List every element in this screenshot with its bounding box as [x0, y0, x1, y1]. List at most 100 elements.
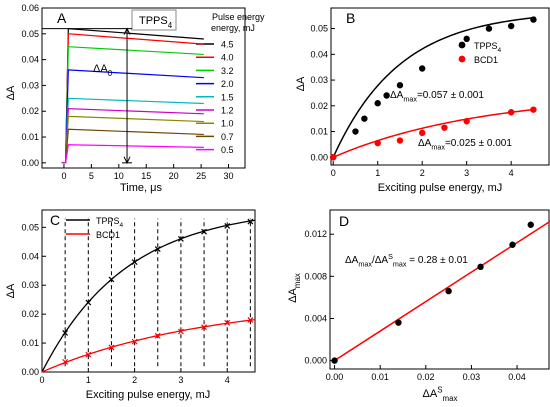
label-part: /ΔA: [372, 255, 388, 266]
b-point-1: [374, 139, 381, 147]
c-y-tick-label: 0.00: [21, 367, 39, 377]
label-part: ΔA: [345, 255, 359, 266]
a-delta-arrow-head-up: [123, 27, 131, 35]
d-point: [509, 241, 516, 248]
a-trace-4.5: [61, 27, 204, 164]
label-part: = 0.28 ± 0.01: [406, 255, 468, 266]
a-x-tick-label: 25: [196, 171, 206, 181]
c-cross-marker-1: [201, 324, 207, 331]
a-y-tick-label: 0.03: [21, 80, 39, 90]
d-y-tick-label: 0.012: [304, 229, 327, 239]
label-part: ΔA: [93, 63, 108, 75]
a-x-tick-label: 15: [141, 171, 151, 181]
a-panel-letter: A: [57, 10, 67, 26]
b-point-1: [419, 129, 426, 137]
b-x-tick-label: 4: [509, 168, 514, 178]
a-x-tick-label: 5: [89, 171, 94, 181]
b-point-1: [396, 137, 404, 144]
label-part: BCD1: [474, 55, 498, 65]
c-cross-marker-0: [131, 259, 138, 265]
b-point-0: [396, 82, 404, 89]
d-ratio-annotation: ΔAmax/ΔASmax = 0.28 ± 0.01: [345, 252, 468, 269]
c-cross-marker-0: [85, 299, 92, 306]
c-cross-marker-1: [62, 358, 69, 365]
c-cross-marker-1: [224, 319, 231, 326]
b-fit-curve-0: [332, 16, 536, 158]
a-tpps-label: TPPS4: [139, 15, 173, 30]
a-legend-label: 1.0: [221, 119, 234, 129]
c-cross-marker-0: [62, 330, 69, 336]
d-plot-frame: [329, 209, 550, 370]
a-x-tick-label: 10: [114, 171, 124, 181]
a-legend-label: 4.5: [221, 40, 234, 50]
d-x-tick-label: 0.01: [371, 372, 389, 382]
panel-a: 0 5 10 15 20 25 30 0.00 0.01 0.02 0.03 0.04 0.05 0.06…: [5, 3, 265, 194]
a-trace-1.0: [61, 115, 204, 164]
a-y-tick-label: 0.04: [21, 55, 39, 65]
a-trace-0.5: [61, 144, 204, 164]
a-tpps-box: [131, 9, 177, 31]
c-y-tick-label: 0.03: [21, 280, 39, 290]
a-x-axis-label: Time, μs: [120, 182, 162, 194]
b-point-0: [530, 16, 537, 23]
panel-d: 0.00 0.01 0.02 0.03 0.04 0.000 0.004 0.008 0.012…: [287, 209, 550, 403]
d-fit-line: [331, 220, 550, 363]
b-y-tick-label: 0.01: [310, 127, 328, 137]
b-y-tick-label: 0.05: [310, 24, 328, 34]
c-cross-marker-1: [85, 351, 92, 358]
b-x-tick-label: 1: [375, 168, 380, 178]
d-x-tick-label: 0.03: [463, 372, 481, 382]
b-point-0: [352, 128, 359, 135]
b-legend-label: TPPS4: [474, 41, 502, 54]
c-y-tick-label: 0.02: [21, 309, 39, 319]
c-cross-marker-0: [224, 222, 231, 229]
c-x-tick-label: 4: [225, 375, 230, 385]
a-legend-label: 1.2: [221, 106, 234, 116]
a-y-tick-label: 0.06: [21, 3, 39, 13]
d-x-tick-label: 0.04: [508, 372, 526, 382]
b-point-0: [361, 115, 368, 122]
d-point: [445, 287, 452, 295]
label-part: max: [358, 260, 372, 269]
b-panel-letter: B: [346, 10, 355, 26]
b-legend-marker: [458, 55, 466, 63]
c-x-tick-label: 1: [86, 375, 91, 385]
d-panel-letter: D: [339, 213, 349, 229]
b-point-1: [463, 118, 470, 125]
a-y-tick-label: 0.05: [21, 29, 39, 39]
a-legend-title-2: energy, mJ: [211, 23, 255, 33]
a-legend-label: 4.0: [221, 53, 234, 63]
a-y-tick-label: 0.01: [21, 132, 39, 142]
a-x-tick-label: 20: [169, 171, 179, 181]
label-part: 4: [120, 222, 124, 229]
c-y-tick-label: 0.01: [21, 338, 39, 348]
c-x-tick-label: 2: [132, 375, 137, 385]
d-y-tick-label: 0.000: [304, 356, 327, 366]
label-part: ΔA: [418, 138, 432, 149]
d-point: [477, 263, 484, 271]
b-y-tick-label: 0.00: [310, 152, 328, 162]
a-x-tick-label: 30: [224, 171, 234, 181]
d-y-tick-label: 0.004: [304, 313, 327, 323]
a-x-tick-label: 0: [61, 171, 66, 181]
label-part: max: [293, 273, 302, 288]
d-y-axis-label: ΔAmax: [287, 273, 302, 303]
b-point-0: [374, 100, 381, 107]
c-plot-frame: [41, 209, 256, 373]
b-point-1: [530, 106, 537, 113]
a-y-tick-label: 0.02: [21, 106, 39, 116]
b-point-0: [419, 65, 426, 72]
c-x-axis-label: Exciting pulse energy, mJ: [86, 389, 211, 401]
b-annotation-tpps: ΔAmax=0.057 ± 0.001: [390, 90, 484, 104]
d-x-tick-label: 0.02: [417, 372, 435, 382]
b-x-tick-label: 2: [420, 168, 425, 178]
label-part: max: [443, 394, 458, 403]
b-y-tick-label: 0.04: [310, 49, 328, 59]
c-y-tick-label: 0.05: [21, 222, 39, 232]
d-point: [527, 221, 534, 228]
b-legend-label: BCD1: [474, 55, 498, 65]
label-part: TPPS: [96, 216, 120, 226]
b-point-1: [330, 154, 337, 161]
c-cross-marker-1: [108, 344, 115, 351]
d-point: [331, 357, 338, 364]
